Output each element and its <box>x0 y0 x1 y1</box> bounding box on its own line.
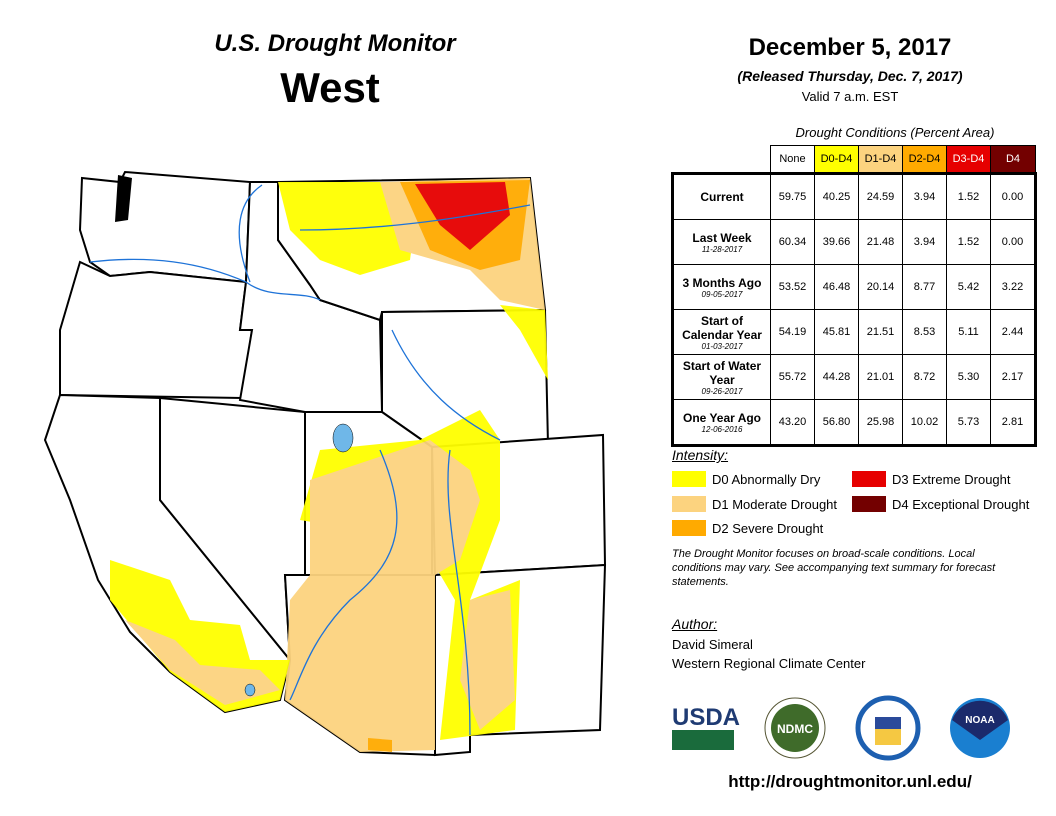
svg-text:NDMC: NDMC <box>777 722 813 736</box>
svg-text:NOAA: NOAA <box>965 715 994 726</box>
table-cell: 8.77 <box>902 264 947 310</box>
row-date: 09-26-2017 <box>701 386 743 396</box>
table-cell: 5.11 <box>946 309 991 355</box>
row-date: 11-28-2017 <box>701 244 743 254</box>
legend-d0: D0 Abnormally Dry <box>672 471 820 487</box>
d1-area <box>460 590 515 730</box>
table-cell: 0.00 <box>990 173 1036 220</box>
disclaimer-note: The Drought Monitor focuses on broad-sca… <box>672 548 996 588</box>
table-cell: 1.52 <box>946 173 991 220</box>
table-cell: 21.51 <box>858 309 903 355</box>
table-cell: 46.48 <box>814 264 859 310</box>
table-cell: 56.80 <box>814 399 859 446</box>
table-cell: 5.42 <box>946 264 991 310</box>
table-cell: 8.53 <box>902 309 947 355</box>
table-cell: 8.72 <box>902 354 947 400</box>
lakes <box>244 423 354 697</box>
row-date: 09-05-2017 <box>701 289 743 299</box>
author-org: Western Regional Climate Center <box>672 656 866 671</box>
col-d1: D1-D4 <box>858 145 903 174</box>
legend-d3: D3 Extreme Drought <box>852 471 1011 487</box>
table-cell: 44.28 <box>814 354 859 400</box>
table-cell: 53.52 <box>770 264 815 310</box>
table-cell: 24.59 <box>858 173 903 220</box>
agency-logos: USDA NDMC NOAA <box>672 695 1010 761</box>
table-cell: 54.19 <box>770 309 815 355</box>
legend-d1: D1 Moderate Drought <box>672 496 837 512</box>
col-d2: D2-D4 <box>902 145 947 174</box>
table-cell: 55.72 <box>770 354 815 400</box>
row-label: One Year Ago 12-06-2016 <box>672 399 771 446</box>
great-salt-lake <box>332 423 354 453</box>
ndmc-logo: NDMC <box>764 697 826 759</box>
table-cell: 25.98 <box>858 399 903 446</box>
table-cell: 2.81 <box>990 399 1036 446</box>
table-cell: 21.48 <box>858 219 903 265</box>
col-d4: D4 <box>990 145 1036 174</box>
legend-title: Intensity: <box>672 447 729 463</box>
noaa-logo: NOAA <box>950 698 1010 758</box>
row-label: Start of Calendar Year 01-03-2017 <box>672 309 771 355</box>
salton-sea <box>244 683 256 697</box>
row-date: 12-06-2016 <box>701 424 743 434</box>
author-label: Author: <box>672 616 718 632</box>
map-date: December 5, 2017 <box>748 34 952 61</box>
author-name: David Simeral <box>672 637 753 652</box>
table-cell: 21.01 <box>858 354 903 400</box>
table-cell: 2.44 <box>990 309 1036 355</box>
table-row: Current 59.75 40.25 24.59 3.94 1.52 0.00 <box>672 173 1036 220</box>
row-label: Last Week 11-28-2017 <box>672 219 771 265</box>
commerce-seal <box>855 695 921 761</box>
table-cell: 10.02 <box>902 399 947 446</box>
table-cell: 5.73 <box>946 399 991 446</box>
d1-area <box>125 620 280 705</box>
table-cell: 3.94 <box>902 173 947 220</box>
valid-time: Valid 7 a.m. EST <box>801 89 899 104</box>
table-row: One Year Ago 12-06-2016 43.20 56.80 25.98 10.… <box>672 399 1036 446</box>
table-cell: 43.20 <box>770 399 815 446</box>
row-label: 3 Months Ago 09-05-2017 <box>672 264 771 310</box>
drought-conditions-table: None D0-D4 D1-D4 D2-D4 D3-D4 D4 Current 5… <box>671 145 1037 447</box>
usda-logo: USDA <box>672 704 740 750</box>
table-cell: 3.94 <box>902 219 947 265</box>
d2-area <box>368 738 392 752</box>
table-cell: 0.00 <box>990 219 1036 265</box>
table-row: Last Week 11-28-2017 60.34 39.66 21.48 3.94 1.… <box>672 219 1036 265</box>
table-cell: 3.22 <box>990 264 1036 310</box>
table-row: 3 Months Ago 09-05-2017 53.52 46.48 20.14 8.7… <box>672 264 1036 310</box>
svg-text:USDA: USDA <box>672 704 740 731</box>
rivers <box>89 184 531 736</box>
region-title: West <box>280 64 380 111</box>
table-cell: 39.66 <box>814 219 859 265</box>
row-label: Start of Water Year 09-26-2017 <box>672 354 771 400</box>
state-wa <box>78 170 252 284</box>
table-row: Start of Water Year 09-26-2017 55.72 44.28 2… <box>672 354 1036 400</box>
col-d3: D3-D4 <box>946 145 991 174</box>
release-date: (Released Thursday, Dec. 7, 2017) <box>737 68 963 84</box>
table-cell: 40.25 <box>814 173 859 220</box>
website-link[interactable]: http://droughtmonitor.unl.edu/ <box>728 772 972 791</box>
table-cell: 20.14 <box>858 264 903 310</box>
row-label: Current <box>672 173 771 220</box>
table-caption: Drought Conditions (Percent Area) <box>795 125 995 140</box>
d0-area <box>500 305 548 380</box>
d1-area <box>285 440 480 752</box>
state-or <box>59 260 254 400</box>
legend-d4: D4 Exceptional Drought <box>852 496 1029 512</box>
table-cell: 45.81 <box>814 309 859 355</box>
table-cell: 59.75 <box>770 173 815 220</box>
drought-map <box>43 170 607 757</box>
row-date: 01-03-2017 <box>701 341 743 351</box>
legend-d2: D2 Severe Drought <box>672 520 823 536</box>
table-row: Start of Calendar Year 01-03-2017 54.19 45.… <box>672 309 1036 355</box>
table-cell: 5.30 <box>946 354 991 400</box>
table-cell: 1.52 <box>946 219 991 265</box>
monitor-title: U.S. Drought Monitor <box>214 30 456 57</box>
col-d0: D0-D4 <box>814 145 859 174</box>
col-none: None <box>770 145 815 174</box>
puget-sound-shape <box>115 175 132 222</box>
table-cell: 2.17 <box>990 354 1036 400</box>
table-header-row: None D0-D4 D1-D4 D2-D4 D3-D4 D4 <box>673 145 1036 174</box>
table-cell: 60.34 <box>770 219 815 265</box>
